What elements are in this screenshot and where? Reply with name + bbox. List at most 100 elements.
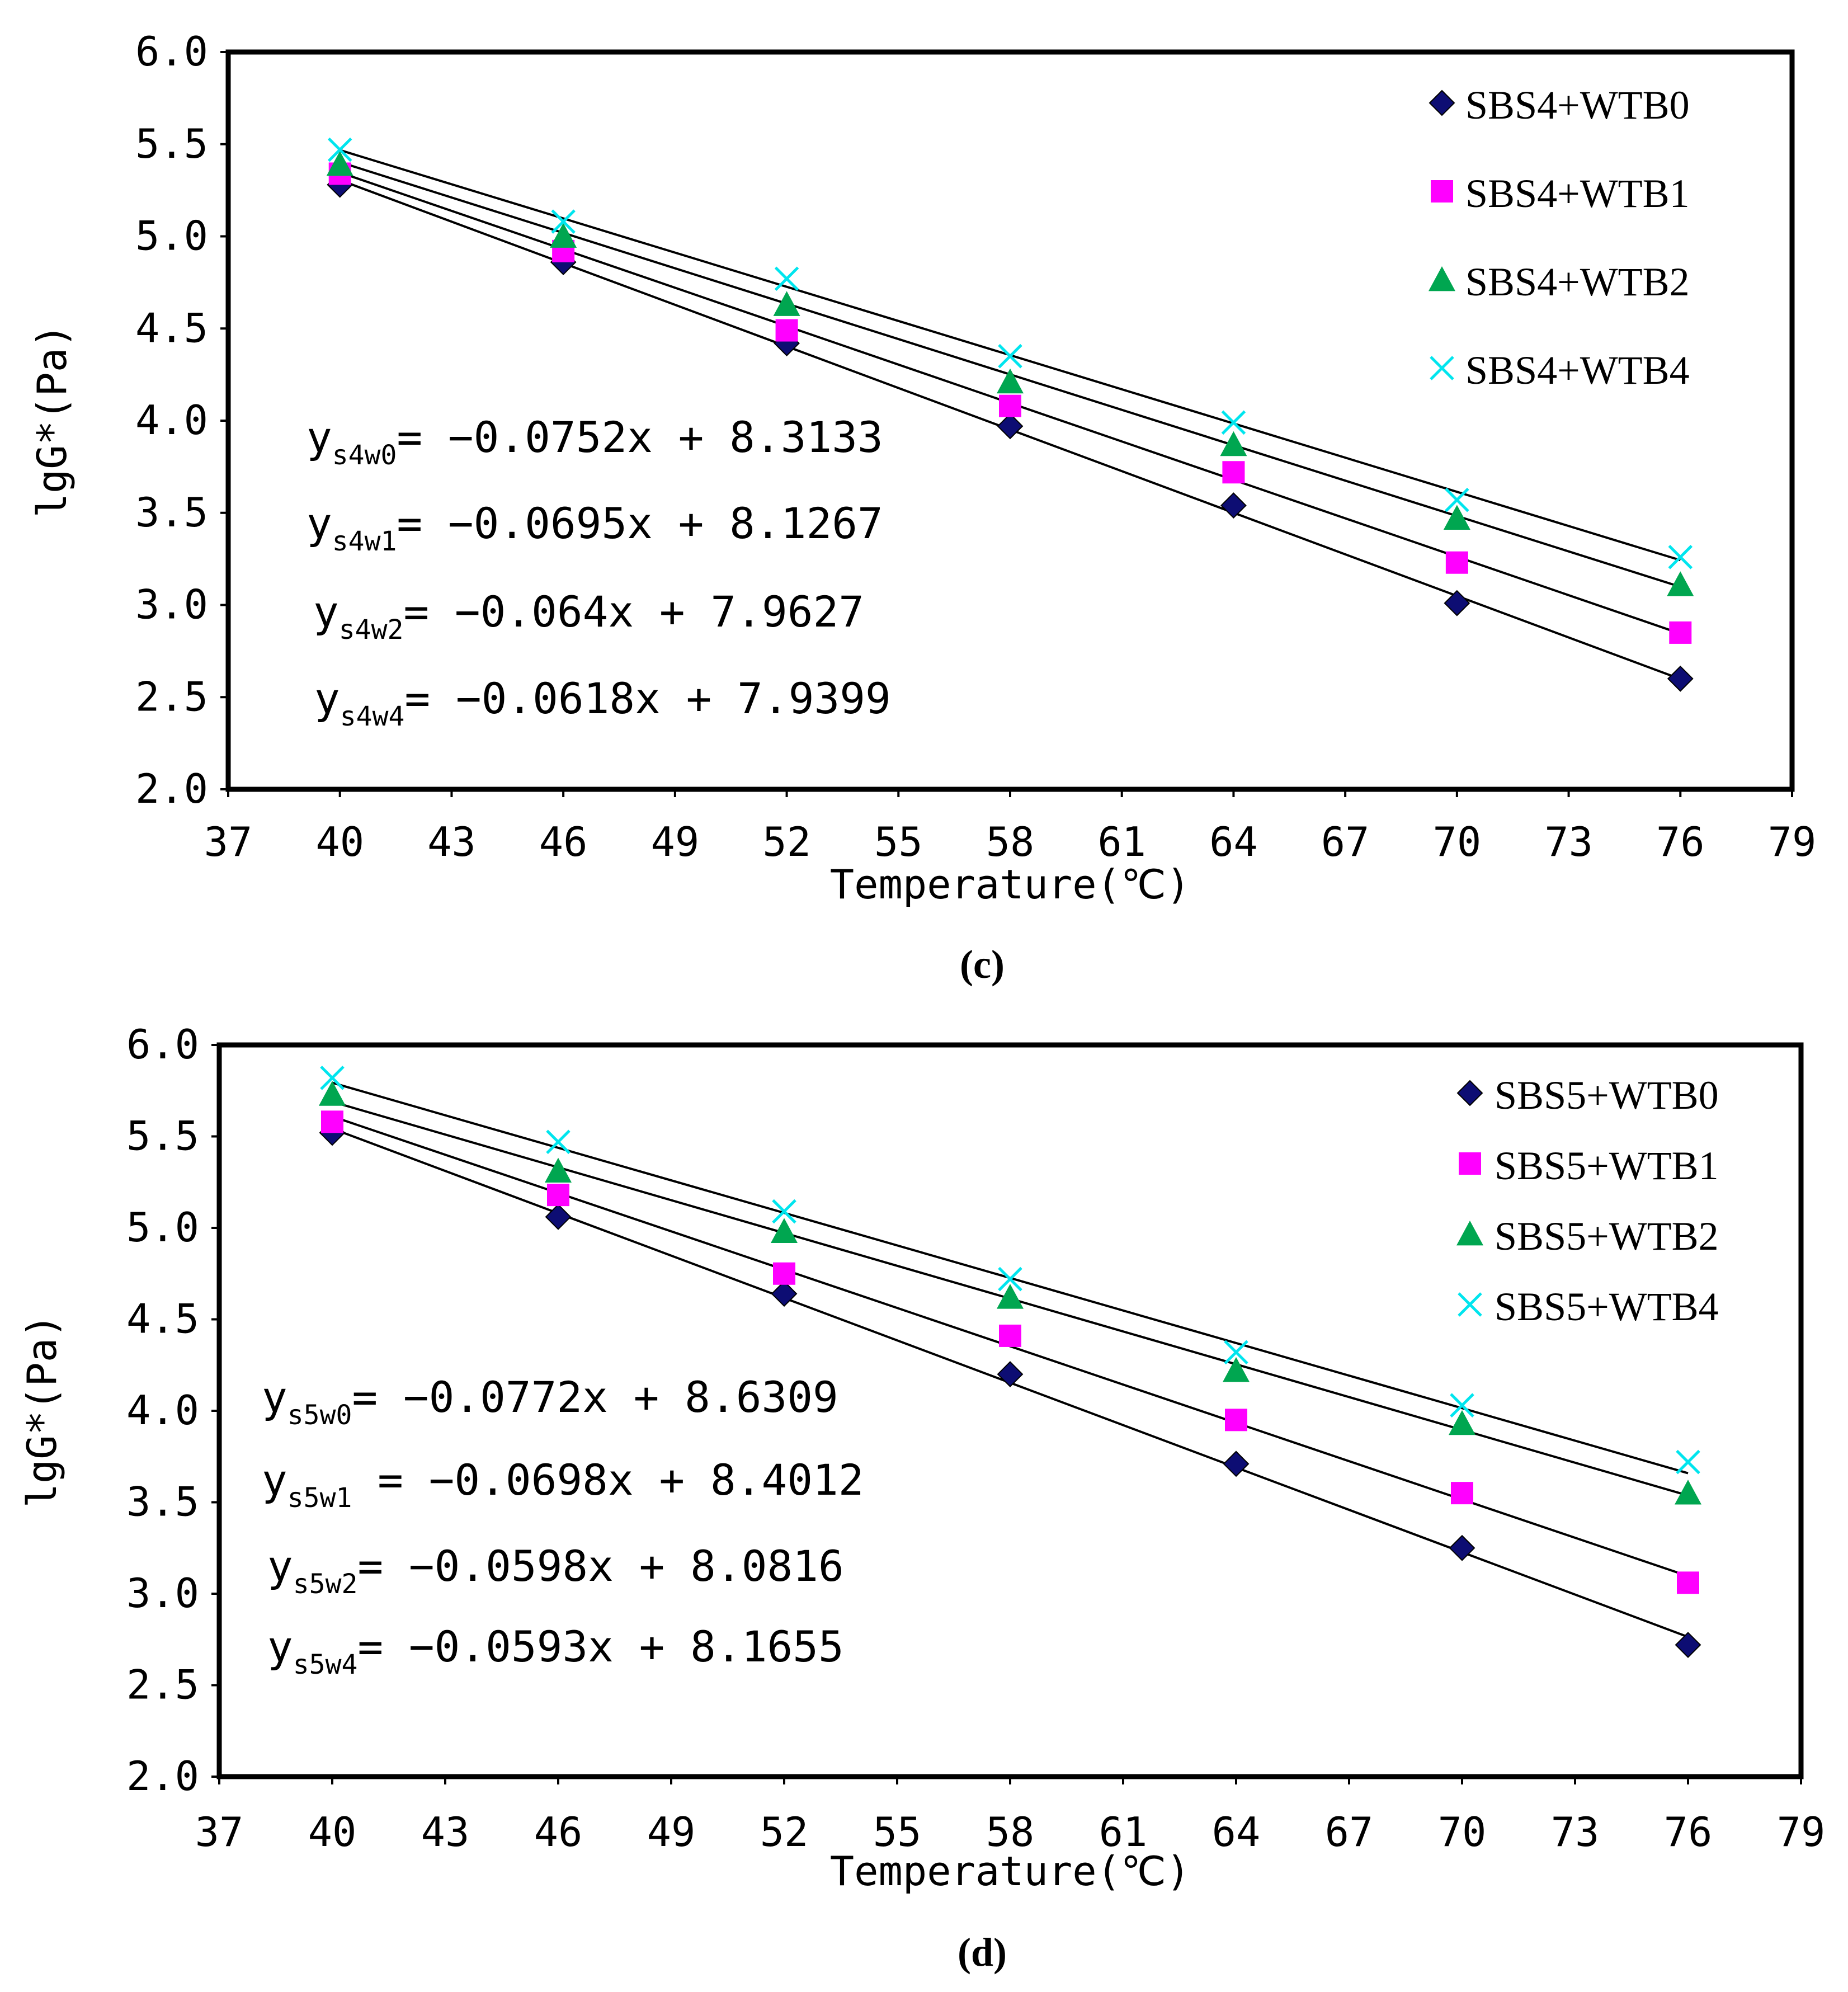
equations: ys5w0= −0.0772x + 8.6309 ys5w1 = −0.0698x… [262, 1372, 864, 1680]
x-tick-label: 55 [873, 1809, 922, 1856]
y-tick-label: 2.5 [126, 1661, 199, 1708]
legend-marker [1459, 1152, 1481, 1175]
y-tick-label: 2.0 [126, 1753, 199, 1800]
x-tick-label: 76 [1656, 818, 1705, 865]
regression-equation: ys5w4= −0.0593x + 8.1655 [267, 1622, 844, 1680]
data-markers [326, 137, 1694, 692]
y-tick-label: 3.0 [126, 1570, 199, 1617]
y-tick-label: 4.0 [135, 397, 208, 444]
legend-marker [1456, 1080, 1483, 1106]
point-sbs4-wtb4 [1668, 545, 1693, 569]
point-sbs5-wtb4 [772, 1199, 796, 1224]
point-sbs4-wtb2 [997, 368, 1024, 394]
y-tick-label: 4.5 [126, 1296, 199, 1343]
legend-marker [1458, 1292, 1482, 1317]
y-axis-ticks: 2.0 2.5 3.0 3.5 4.0 4.5 5.0 5.5 6.0 [135, 28, 228, 812]
y-tick-label: 6.0 [135, 28, 208, 75]
point-sbs4-wtb2 [550, 223, 577, 248]
point-sbs5-wtb1 [1225, 1409, 1247, 1431]
x-tick-label: 70 [1433, 818, 1482, 865]
legend-label: SBS5+WTB0 [1495, 1073, 1719, 1118]
x-tick-label: 76 [1664, 1809, 1713, 1856]
point-sbs4-wtb2 [1667, 571, 1694, 596]
point-sbs4-wtb1 [1669, 621, 1692, 644]
y-tick-label: 4.5 [135, 304, 208, 351]
data-markers [319, 1066, 1701, 1658]
x-tick-label: 49 [651, 818, 700, 865]
legend-marker [1456, 1221, 1483, 1246]
point-sbs4-wtb1 [1445, 551, 1468, 574]
point-sbs4-wtb0 [1667, 665, 1694, 692]
point-sbs4-wtb1 [999, 394, 1021, 417]
legend-label: SBS5+WTB1 [1495, 1143, 1719, 1188]
legend-marker [1430, 356, 1454, 380]
legend-label: SBS5+WTB2 [1495, 1214, 1719, 1259]
regression-equation: ys4w4= −0.0618x + 7.9399 [314, 674, 891, 732]
point-sbs4-wtb2 [1220, 431, 1247, 456]
x-tick-label: 61 [1097, 818, 1146, 865]
equations: ys4w0= −0.0752x + 8.3133 ys4w1= −0.0695x … [307, 412, 891, 732]
point-sbs5-wtb1 [547, 1184, 569, 1207]
regression-equation: ys4w1= −0.0695x + 8.1267 [307, 498, 883, 557]
point-sbs5-wtb0 [1449, 1534, 1475, 1561]
x-tick-label: 58 [986, 818, 1035, 865]
x-tick-label: 64 [1209, 818, 1258, 865]
legend-label: SBS5+WTB4 [1495, 1284, 1719, 1329]
legend-marker [1429, 90, 1455, 116]
x-tick-label: 70 [1438, 1809, 1487, 1856]
x-tick-label: 67 [1321, 818, 1370, 865]
x-tick-label: 37 [204, 818, 253, 865]
point-sbs5-wtb1 [773, 1262, 795, 1285]
y-tick-label: 5.5 [135, 120, 208, 167]
x-axis-ticks: 37 40 43 46 49 52 55 58 61 64 67 70 73 76 79 [195, 1777, 1825, 1856]
point-sbs4-wtb4 [1445, 487, 1469, 512]
chart-panel-d: 2.0 2.5 3.0 3.5 4.0 4.5 5.0 5.5 6.0 37 40 43 46 49 52… [18, 1021, 1825, 1975]
legend-label: SBS4+WTB4 [1465, 348, 1690, 393]
point-sbs5-wtb0 [1675, 1632, 1701, 1658]
point-sbs4-wtb0 [997, 413, 1024, 440]
x-tick-label: 55 [874, 818, 923, 865]
point-sbs4-wtb0 [1220, 492, 1247, 519]
point-sbs5-wtb1 [1677, 1571, 1699, 1594]
x-tick-label: 79 [1768, 818, 1817, 865]
point-sbs5-wtb1 [1451, 1482, 1473, 1505]
regression-equation: ys5w2= −0.0598x + 8.0816 [267, 1541, 844, 1600]
point-sbs4-wtb4 [551, 209, 576, 234]
x-tick-label: 73 [1544, 818, 1593, 865]
point-sbs5-wtb0 [771, 1280, 798, 1307]
x-axis-title: Temperature(℃) [830, 1848, 1190, 1895]
point-sbs4-wtb2 [326, 150, 353, 176]
x-tick-label: 52 [762, 818, 811, 865]
legend-label: SBS4+WTB1 [1465, 171, 1690, 216]
y-axis-title: lgG*(Pa) [29, 324, 76, 518]
point-sbs5-wtb1 [999, 1324, 1021, 1347]
point-sbs5-wtb4 [1676, 1449, 1700, 1475]
x-tick-label: 73 [1551, 1809, 1600, 1856]
y-axis-title: lgG*(Pa) [18, 1314, 65, 1508]
point-sbs4-wtb1 [775, 319, 798, 342]
point-sbs4-wtb4 [1221, 410, 1246, 435]
x-axis-title: Temperature(℃) [830, 861, 1190, 908]
x-tick-label: 40 [315, 818, 364, 865]
y-tick-label: 3.5 [135, 489, 208, 536]
point-sbs5-wtb4 [1224, 1340, 1248, 1365]
point-sbs5-wtb2 [1449, 1410, 1475, 1435]
y-tick-label: 5.0 [126, 1204, 199, 1251]
point-sbs5-wtb2 [997, 1284, 1024, 1309]
point-sbs5-wtb2 [771, 1218, 798, 1243]
point-sbs5-wtb2 [319, 1081, 346, 1106]
y-tick-label: 3.0 [135, 581, 208, 628]
y-axis-ticks: 2.0 2.5 3.0 3.5 4.0 4.5 5.0 5.5 6.0 [126, 1021, 219, 1800]
point-sbs4-wtb0 [1444, 590, 1470, 616]
y-tick-label: 4.0 [126, 1387, 199, 1434]
x-axis-ticks: 37 40 43 46 49 52 55 58 61 64 67 70 73 76 79 [204, 789, 1817, 865]
x-tick-label: 58 [986, 1809, 1035, 1856]
point-sbs5-wtb2 [1223, 1357, 1250, 1382]
point-sbs5-wtb4 [546, 1129, 571, 1155]
point-sbs5-wtb2 [545, 1157, 572, 1183]
point-sbs5-wtb0 [545, 1203, 572, 1230]
x-tick-label: 52 [760, 1809, 809, 1856]
legend: SBS5+WTB0 SBS5+WTB1 SBS5+WTB2 SBS5+WTB4 [1456, 1073, 1719, 1329]
chart-panel-c: 2.0 2.5 3.0 3.5 4.0 4.5 5.0 5.5 6.0 37 40 43 46 49 52… [29, 28, 1816, 987]
